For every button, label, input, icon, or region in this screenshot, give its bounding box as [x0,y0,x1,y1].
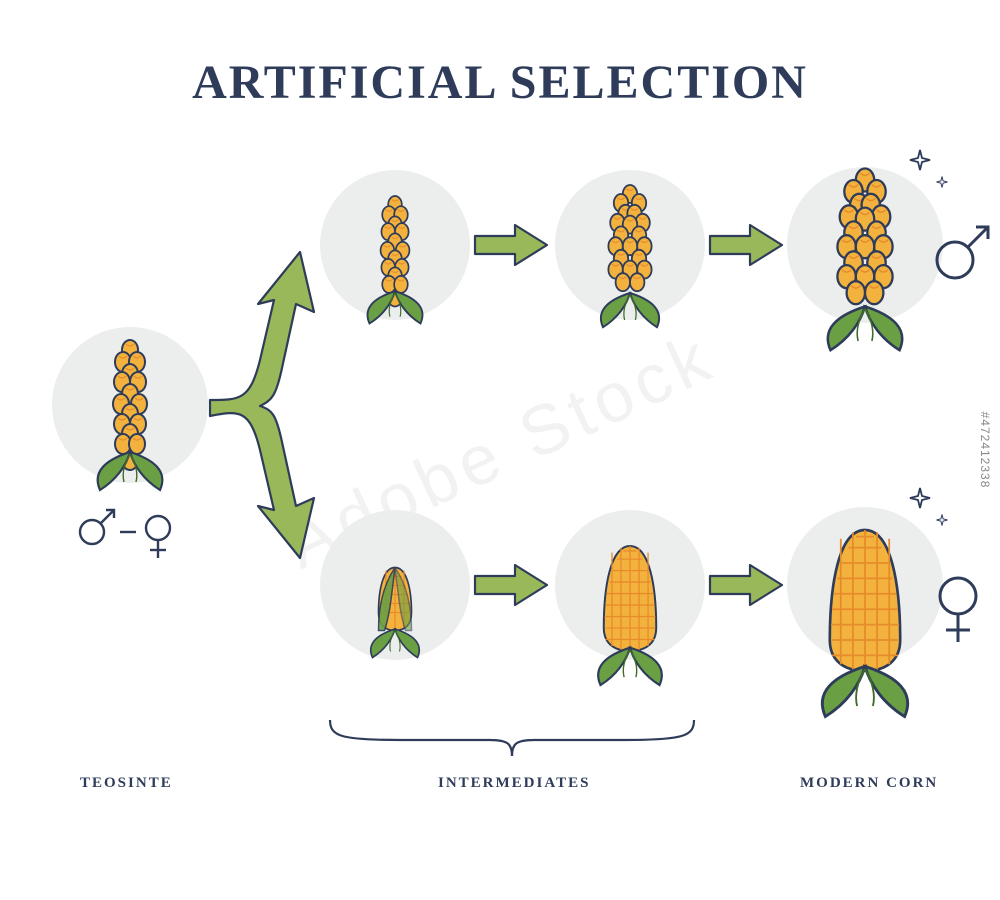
label-teosinte: TEOSINTE [80,775,173,792]
arrow-bot-2 [710,565,782,605]
sparkle-bot [910,488,948,526]
label-modern: MODERN CORN [800,775,938,792]
watermark-side: #472412338 [978,412,992,489]
plant-bot-2 [598,546,662,685]
sparkle-top [910,150,948,188]
plant-top-2 [601,185,659,327]
page-title: ARTIFICIAL SELECTION [192,55,808,110]
plant-teosinte [98,340,163,490]
gender-teosinte [80,510,170,558]
bracket-intermediates [330,720,694,756]
gender-female-end [940,578,976,642]
plant-bot-1 [371,568,420,658]
arrows-layer [0,0,1000,900]
plant-bot-3 [822,530,907,717]
plant-top-1 [368,196,423,324]
label-intermediates: INTERMEDIATES [438,775,590,792]
gender-male-end [937,227,988,278]
arrow-bot-1 [475,565,547,605]
plant-top-3 [828,169,902,351]
arrow-top-1 [475,225,547,265]
circle-teosinte [52,327,208,483]
split-arrow [210,252,314,558]
arrow-top-2 [710,225,782,265]
watermark-background: Adobe Stock [273,316,726,584]
